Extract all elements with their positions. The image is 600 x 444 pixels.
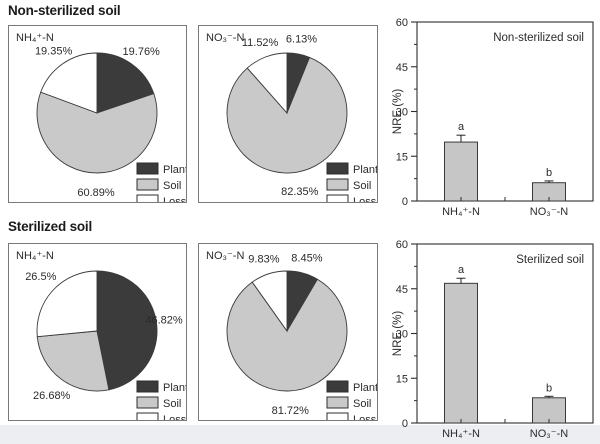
pie-panel-label: NO₃⁻-N [206, 32, 244, 44]
pie-chart-svg: NH₄⁺-N 19.76% 60.89% 19.35% Plant Soil Loss [16, 32, 186, 202]
bar-chart-inner-title: Sterilized soil [516, 254, 584, 266]
pie-slice-label-plant: 19.76% [123, 46, 161, 58]
y-tick-label: 30 [396, 107, 408, 119]
pie-slice-label-loss: 11.52% [242, 37, 279, 49]
pie-slice-soil [36, 330, 110, 392]
pie-panel-nonsterilized-nh4: NH₄⁺-N 19.76% 60.89% 19.35% Plant Soil Loss [8, 25, 187, 203]
legend-label-loss: Loss [353, 414, 377, 420]
legend-label-plant: Plant [163, 382, 186, 394]
pie-panel-label: NO₃⁻-N [206, 250, 244, 262]
plot-box [416, 243, 594, 424]
legend-label-soil: Soil [353, 180, 371, 192]
pie-slice-soil [226, 278, 348, 392]
y-tick-label: 60 [396, 239, 408, 251]
sig-letter: a [458, 121, 465, 133]
y-axis-title: NRE (%) [392, 89, 404, 135]
pie-slice-label-plant: 46.82% [145, 314, 183, 326]
legend-label-plant: Plant [353, 382, 377, 394]
legend-label-soil: Soil [353, 398, 371, 410]
y-tick-label: 45 [396, 62, 408, 74]
pie-slice-loss [40, 52, 98, 114]
bar-1 [444, 282, 478, 424]
bar-chart-svg: 0 15 30 45 60 NRE (%) Sterilized soil a NH₄⁺-N b N… [392, 239, 594, 440]
pie-slice-label-soil: 82.35% [281, 186, 319, 198]
pie-chart-svg: NH₄⁺-N 46.82% 26.68% 26.5% Plant Soil Loss [16, 250, 186, 420]
pie-slice-label-plant: 8.45% [291, 253, 322, 265]
bar-chart-inner-title: Non-sterilized soil [493, 32, 584, 44]
legend-swatch-soil [136, 178, 159, 191]
legend-swatch-loss [136, 194, 159, 202]
pie-panel-sterilized-no3: NO₃⁻-N 8.45% 81.72% 9.83% Plant Soil Loss [198, 243, 378, 421]
pie-legend: Plant Soil Loss [136, 380, 186, 420]
pie-slice-label-soil: 60.89% [77, 187, 115, 199]
pie-panel-label: NH₄⁺-N [16, 32, 54, 44]
pie-slice-label-loss: 9.83% [248, 254, 279, 266]
bottom-strip [0, 425, 600, 444]
legend-swatch-loss [326, 412, 349, 420]
legend-swatch-loss [136, 412, 159, 420]
legend-swatch-soil [326, 396, 349, 409]
legend-label-soil: Soil [163, 398, 181, 410]
section-title-sterilized: Sterilized soil [8, 219, 93, 234]
pie-slice-label-plant: 6.13% [286, 33, 317, 45]
bar-chart-nonsterilized: 0 15 30 45 60 NRE (%) Non-sterilized soil a NH₄⁺… [390, 0, 600, 222]
legend-swatch-loss [326, 194, 349, 202]
legend-swatch-plant [326, 380, 349, 393]
legend-label-loss: Loss [163, 196, 186, 202]
pie-slice-soil [36, 91, 158, 174]
bar-1 [444, 141, 478, 202]
pie-slice-label-loss: 26.5% [25, 271, 56, 283]
legend-label-loss: Loss [163, 414, 186, 420]
y-tick-label: 0 [402, 196, 408, 208]
pie-panel-label: NH₄⁺-N [16, 250, 54, 262]
pie-slice-soil [226, 56, 348, 174]
legend-label-loss: Loss [353, 196, 377, 202]
pie-slice-label-soil: 26.68% [33, 390, 71, 402]
x-tick-label: NO₃⁻-N [530, 428, 568, 440]
legend-label-plant: Plant [353, 164, 377, 176]
legend-swatch-plant [136, 162, 159, 175]
y-tick-label: 30 [396, 329, 408, 341]
x-tick-label: NO₃⁻-N [530, 206, 568, 218]
plot-box [416, 21, 594, 202]
pie-slice-loss [251, 270, 288, 333]
sig-letter: b [546, 382, 552, 394]
legend-swatch-plant [136, 380, 159, 393]
pie-legend: Plant Soil Loss [326, 162, 377, 202]
sig-letter: a [458, 264, 465, 276]
x-tick-label: NH₄⁺-N [442, 206, 480, 218]
pie-panel-sterilized-nh4: NH₄⁺-N 46.82% 26.68% 26.5% Plant Soil Loss [8, 243, 187, 421]
legend-label-soil: Soil [163, 180, 181, 192]
legend-swatch-plant [326, 162, 349, 175]
pie-slice-plant [96, 270, 158, 391]
pie-legend: Plant Soil Loss [326, 380, 377, 420]
pie-slice-label-soil: 81.72% [272, 405, 310, 417]
y-axis-title: NRE (%) [392, 311, 404, 357]
section-title-nonsterilized: Non-sterilized soil [8, 3, 121, 18]
pie-slice-loss [36, 270, 98, 338]
bar-chart-sterilized: 0 15 30 45 60 NRE (%) Sterilized soil a NH₄⁺-N b N… [390, 222, 600, 444]
bar-chart-svg: 0 15 30 45 60 NRE (%) Non-sterilized soil a NH₄⁺… [392, 17, 594, 218]
pie-legend: Plant Soil Loss [136, 162, 186, 202]
pie-chart-svg: NO₃⁻-N 6.13% 82.35% 11.52% Plant Soil Loss [206, 32, 377, 202]
x-tick-label: NH₄⁺-N [442, 428, 480, 440]
legend-label-plant: Plant [163, 164, 186, 176]
pie-panel-nonsterilized-no3: NO₃⁻-N 6.13% 82.35% 11.52% Plant Soil Loss [198, 25, 378, 203]
y-tick-label: 0 [402, 418, 408, 430]
pie-chart-svg: NO₃⁻-N 8.45% 81.72% 9.83% Plant Soil Loss [206, 250, 377, 420]
legend-swatch-soil [136, 396, 159, 409]
y-tick-label: 45 [396, 284, 408, 296]
legend-swatch-soil [326, 178, 349, 191]
y-tick-label: 60 [396, 17, 408, 29]
y-tick-label: 15 [396, 151, 408, 163]
pie-slice-label-loss: 19.35% [35, 46, 73, 58]
sig-letter: b [546, 167, 552, 179]
y-tick-label: 15 [396, 373, 408, 385]
pie-slice-loss [246, 52, 288, 115]
